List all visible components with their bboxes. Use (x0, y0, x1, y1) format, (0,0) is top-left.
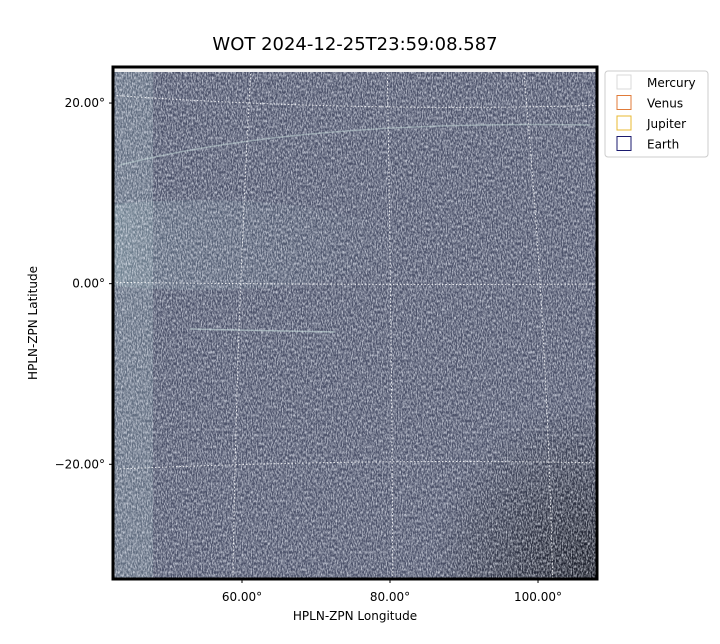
legend (604, 70, 709, 158)
grid-line (522, 66, 554, 580)
y-tick-label: 0.00° (72, 277, 105, 291)
grid-line (112, 94, 598, 108)
grid-line (386, 66, 394, 580)
legend-label: Earth (647, 138, 679, 152)
grid-line (112, 281, 598, 285)
frame (111, 65, 599, 581)
x-tick-label: 60.00° (222, 590, 262, 604)
legend-label: Mercury (647, 76, 696, 90)
grid-line (232, 66, 252, 580)
grid-line (112, 461, 598, 470)
y-axis-label: HPLN-ZPN Latitude (26, 266, 40, 380)
x-axis-label: HPLN-ZPN Longitude (293, 609, 417, 623)
legend-label: Venus (647, 97, 683, 111)
x-tick-label: 100.00° (514, 590, 562, 604)
grid (112, 66, 598, 580)
image (113, 67, 597, 579)
x-tick-label: 80.00° (370, 590, 410, 604)
legend-swatch (616, 95, 632, 110)
legend-swatch (616, 74, 632, 90)
chart-title: WOT 2024-12-25T23:59:08.587 (212, 34, 497, 55)
legend-label: Jupiter (646, 117, 686, 131)
legend-swatch (616, 136, 632, 151)
y-tick-label: 20.00° (65, 96, 105, 110)
legend-swatch (616, 115, 632, 131)
y-tick-label: −20.00° (55, 457, 105, 471)
